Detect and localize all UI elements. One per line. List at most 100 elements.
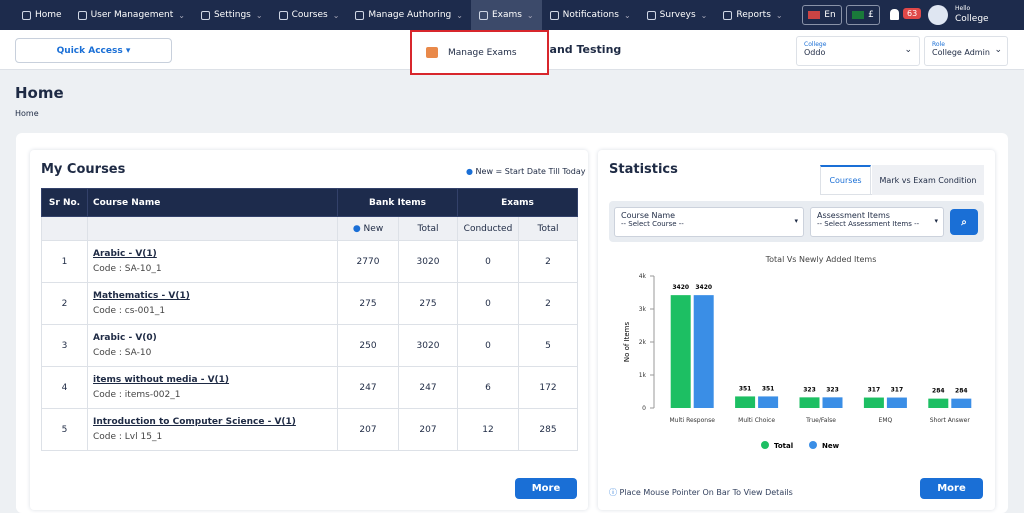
nav-item[interactable]: User Management ⌄ bbox=[70, 0, 193, 30]
manage-exams[interactable]: Manage Exams bbox=[448, 47, 517, 58]
course-name[interactable]: Arabic - V(1) bbox=[93, 249, 157, 259]
nav-text: Reports bbox=[736, 10, 771, 20]
breadcrumb[interactable]: Home bbox=[15, 109, 39, 118]
college-select[interactable]: College Oddo ⌄ bbox=[796, 36, 920, 66]
bar-label: 284 bbox=[955, 388, 968, 395]
role-label: Role bbox=[932, 41, 945, 48]
tab[interactable]: Mark vs Exam Condition bbox=[872, 165, 984, 195]
y-tick-label: 1k bbox=[639, 372, 647, 379]
nav-item[interactable]: Home bbox=[14, 0, 70, 30]
course-code: Code : items-002_1 bbox=[93, 390, 181, 400]
nav-item[interactable]: Notifications ⌄ bbox=[542, 0, 639, 30]
nav-item[interactable]: Settings ⌄ bbox=[193, 0, 271, 30]
quick-access[interactable]: Quick Access ▾ bbox=[15, 38, 172, 63]
x-tick-label: True/False bbox=[805, 417, 836, 424]
items-filter[interactable]: Assessment Items -- Select Assessment Ite… bbox=[810, 207, 944, 237]
bar[interactable] bbox=[886, 397, 907, 408]
cell: Introduction to Computer Science - V(1) C… bbox=[87, 408, 338, 451]
nav-item[interactable]: Reports ⌄ bbox=[715, 0, 790, 30]
hello: Hello bbox=[955, 5, 971, 12]
avatar[interactable] bbox=[928, 5, 948, 25]
bar-label: 284 bbox=[932, 388, 945, 395]
course-name[interactable]: Introduction to Computer Science - V(1) bbox=[93, 417, 296, 427]
hint: ⓘ Place Mouse Pointer On Bar To View Det… bbox=[609, 488, 793, 497]
tabs: Courses Mark vs Exam Condition bbox=[820, 165, 984, 195]
cell: 1 bbox=[41, 240, 88, 283]
course-row: 1 Arabic - V(1) Code : SA-10_1 2770 3020 0 2 bbox=[41, 240, 578, 283]
y-tick-label: 4k bbox=[639, 273, 647, 280]
course-name[interactable]: Mathematics - V(1) bbox=[93, 291, 190, 301]
nav-text: User Management bbox=[90, 10, 174, 20]
college-label: College bbox=[804, 41, 827, 48]
bar[interactable] bbox=[928, 398, 949, 408]
chart: Total Vs Newly Added Items No of Items 0 1k… bbox=[623, 255, 972, 450]
page-title: Home bbox=[15, 84, 64, 102]
more-button[interactable]: More bbox=[920, 478, 983, 499]
bar[interactable] bbox=[951, 398, 972, 408]
legend-marker bbox=[809, 441, 817, 449]
bar[interactable] bbox=[758, 396, 779, 408]
heading: ng and Testing bbox=[530, 43, 622, 56]
th: Bank Items bbox=[337, 188, 458, 217]
filter-placeholder: -- Select Assessment Items -- bbox=[817, 220, 920, 228]
cell: 6 bbox=[457, 366, 519, 409]
language[interactable]: En bbox=[802, 5, 842, 25]
role-select[interactable]: Role College Admin ⌄ bbox=[924, 36, 1008, 66]
bar[interactable] bbox=[693, 295, 714, 408]
statistics-title: Statistics bbox=[609, 162, 678, 177]
cell: 207 bbox=[337, 408, 399, 451]
x-tick-label: Short Answer bbox=[930, 417, 971, 424]
cell: 5 bbox=[41, 408, 88, 451]
bar-label: 323 bbox=[803, 386, 816, 393]
bar-label: 3420 bbox=[695, 284, 712, 291]
user-name[interactable]: College bbox=[955, 14, 989, 24]
cell: 275 bbox=[398, 282, 458, 325]
x-tick-label: Multi Choice bbox=[738, 417, 775, 424]
nav-item[interactable]: Manage Authoring ⌄ bbox=[347, 0, 471, 30]
cell: 2 bbox=[518, 240, 578, 283]
cell: 2 bbox=[41, 282, 88, 325]
bar[interactable] bbox=[670, 295, 691, 408]
nav-item[interactable]: Courses ⌄ bbox=[271, 0, 348, 30]
course-filter[interactable]: Course Name -- Select Course -- ▾ bbox=[614, 207, 804, 237]
bar[interactable] bbox=[863, 397, 884, 408]
role-value: College Admin bbox=[932, 48, 990, 57]
th: New bbox=[363, 223, 384, 234]
cell: 250 bbox=[337, 324, 399, 367]
course-row: 2 Mathematics - V(1) Code : cs-001_1 275 275… bbox=[41, 282, 578, 325]
nav-text: Home bbox=[35, 10, 62, 20]
more-button[interactable]: More bbox=[515, 478, 577, 499]
cell: 0 bbox=[457, 324, 519, 367]
cell: 4 bbox=[41, 366, 88, 409]
search-button[interactable]: ⌕ bbox=[950, 209, 978, 235]
bell[interactable] bbox=[890, 9, 899, 20]
bar-label: 3420 bbox=[672, 284, 689, 291]
courses-table: Sr No. Course Name Bank Items Exams ● New To… bbox=[41, 188, 578, 451]
x-tick-label: EMQ bbox=[879, 417, 893, 424]
tab[interactable]: Courses bbox=[820, 165, 871, 195]
course-row: 5 Introduction to Computer Science - V(1)… bbox=[41, 408, 578, 451]
th: Total bbox=[518, 216, 578, 241]
legend-label: New bbox=[822, 442, 840, 450]
nav-text: Surveys bbox=[659, 10, 696, 20]
exams-dropdown: Manage Exams bbox=[410, 30, 549, 75]
language-text: En bbox=[824, 10, 836, 20]
cell: 172 bbox=[518, 366, 578, 409]
cell: items without media - V(1) Code : items-0… bbox=[87, 366, 338, 409]
cell: Arabic - V(0) Code : SA-10 bbox=[87, 324, 338, 367]
bar[interactable] bbox=[799, 397, 820, 408]
cell: 3020 bbox=[398, 324, 458, 367]
hint-text: Place Mouse Pointer On Bar To View Detai… bbox=[619, 488, 793, 497]
currency[interactable]: £ bbox=[846, 5, 880, 25]
course-name[interactable]: items without media - V(1) bbox=[93, 375, 230, 385]
bar[interactable] bbox=[735, 396, 756, 408]
bar-label: 351 bbox=[739, 385, 752, 392]
th: Course Name bbox=[87, 188, 338, 217]
nav-item[interactable]: Exams ⌄ bbox=[470, 0, 542, 30]
nav-item[interactable]: Surveys ⌄ bbox=[639, 0, 716, 30]
bar[interactable] bbox=[822, 397, 843, 408]
filter-placeholder: -- Select Course -- bbox=[621, 220, 684, 228]
nav-text: Notifications bbox=[562, 10, 619, 20]
cell: 247 bbox=[398, 366, 458, 409]
courses-legend: ● New = Start Date Till Today bbox=[466, 167, 586, 176]
